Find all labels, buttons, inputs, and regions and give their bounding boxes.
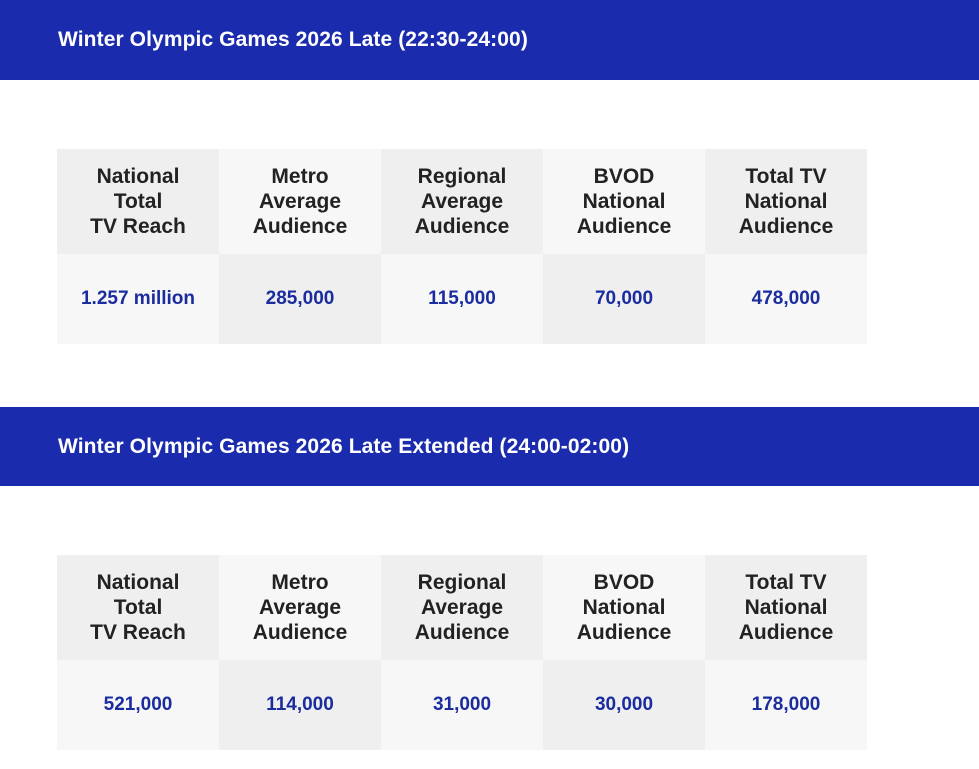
stats-table-late-extended: National Total TV Reach Metro Average Au… (57, 555, 867, 750)
section-title: Winter Olympic Games 2026 Late Extended … (58, 434, 630, 458)
header-bvod-national-audience: BVOD National Audience (543, 555, 705, 660)
header-metro-average-audience: Metro Average Audience (219, 149, 381, 254)
section-title: Winter Olympic Games 2026 Late (22:30-24… (58, 28, 528, 51)
header-metro-average-audience: Metro Average Audience (219, 555, 381, 660)
value-bvod-national-audience: 70,000 (543, 254, 705, 344)
value-regional-average-audience: 31,000 (381, 660, 543, 750)
header-national-total-tv-reach: National Total TV Reach (57, 149, 219, 254)
header-total-tv-national-audience: Total TV National Audience (705, 555, 867, 660)
header-bvod-national-audience: BVOD National Audience (543, 149, 705, 254)
value-national-total-tv-reach: 1.257 million (57, 254, 219, 344)
value-metro-average-audience: 285,000 (219, 254, 381, 344)
value-metro-average-audience: 114,000 (219, 660, 381, 750)
section-banner-late: Winter Olympic Games 2026 Late (22:30-24… (0, 0, 979, 80)
value-bvod-national-audience: 30,000 (543, 660, 705, 750)
header-national-total-tv-reach: National Total TV Reach (57, 555, 219, 660)
value-total-tv-national-audience: 178,000 (705, 660, 867, 750)
stats-table-late: National Total TV Reach Metro Average Au… (57, 149, 867, 344)
header-regional-average-audience: Regional Average Audience (381, 149, 543, 254)
value-regional-average-audience: 115,000 (381, 254, 543, 344)
value-national-total-tv-reach: 521,000 (57, 660, 219, 750)
header-total-tv-national-audience: Total TV National Audience (705, 149, 867, 254)
header-regional-average-audience: Regional Average Audience (381, 555, 543, 660)
value-total-tv-national-audience: 478,000 (705, 254, 867, 344)
section-banner-late-extended: Winter Olympic Games 2026 Late Extended … (0, 407, 979, 486)
